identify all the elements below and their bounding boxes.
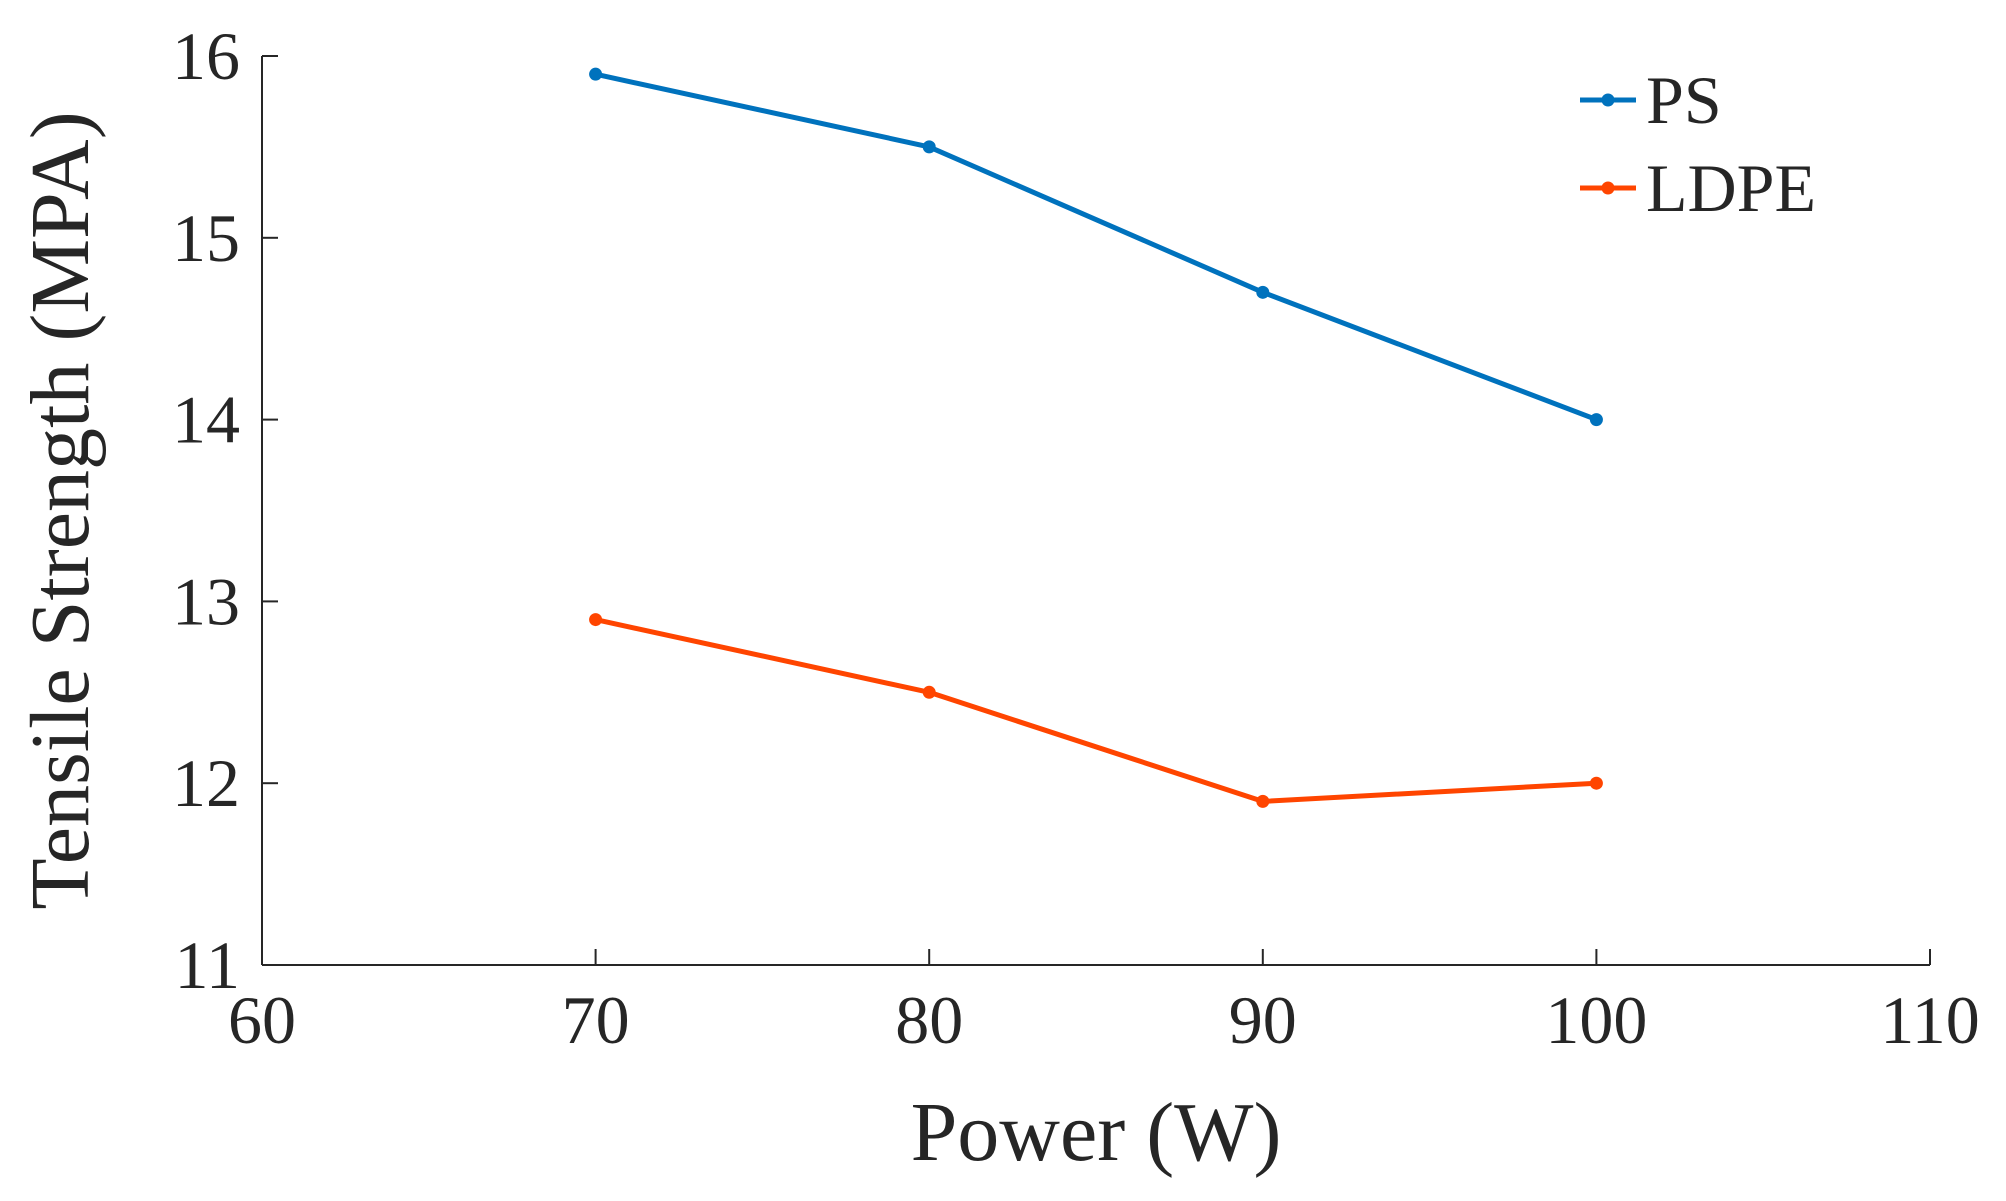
x-axis-title: Power (W) <box>911 1086 1282 1179</box>
data-point-ldpe <box>1589 776 1603 790</box>
data-point-ps <box>1589 413 1603 427</box>
series-layer <box>589 67 1603 808</box>
data-point-ldpe <box>922 685 936 699</box>
x-tick-label: 100 <box>1545 982 1647 1058</box>
y-tick-label: 11 <box>175 927 240 1003</box>
data-point-ps <box>922 140 936 154</box>
plot-area <box>261 56 1930 966</box>
series-line-ps <box>593 71 1599 423</box>
data-point-ps <box>589 67 603 81</box>
x-tick-label: 70 <box>562 982 630 1058</box>
x-tick-label: 60 <box>228 982 296 1058</box>
x-axis-ticks: 60 70 80 90 100 110 <box>228 949 1980 1058</box>
x-tick-label: 80 <box>895 982 963 1058</box>
legend-marker-ps <box>1601 93 1615 107</box>
y-axis-title: Tensile Strength (MPA) <box>14 111 107 909</box>
y-tick-label: 16 <box>172 18 240 94</box>
y-axis-ticks: 11 12 13 14 15 16 <box>172 18 278 1003</box>
series-line-ldpe <box>593 617 1599 804</box>
legend-marker-ldpe <box>1601 181 1615 195</box>
data-point-ps <box>1256 285 1270 299</box>
data-point-ldpe <box>589 613 603 627</box>
data-point-ldpe <box>1256 794 1270 808</box>
y-tick-label: 13 <box>172 563 240 639</box>
y-tick-label: 12 <box>172 745 240 821</box>
y-tick-label: 15 <box>172 200 240 276</box>
legend-label-ldpe: LDPE <box>1646 150 1816 226</box>
y-tick-label: 14 <box>172 382 240 458</box>
x-tick-label: 110 <box>1880 982 1979 1058</box>
legend-label-ps: PS <box>1646 62 1722 138</box>
legend: PS LDPE <box>1580 62 1816 226</box>
x-tick-label: 90 <box>1229 982 1297 1058</box>
